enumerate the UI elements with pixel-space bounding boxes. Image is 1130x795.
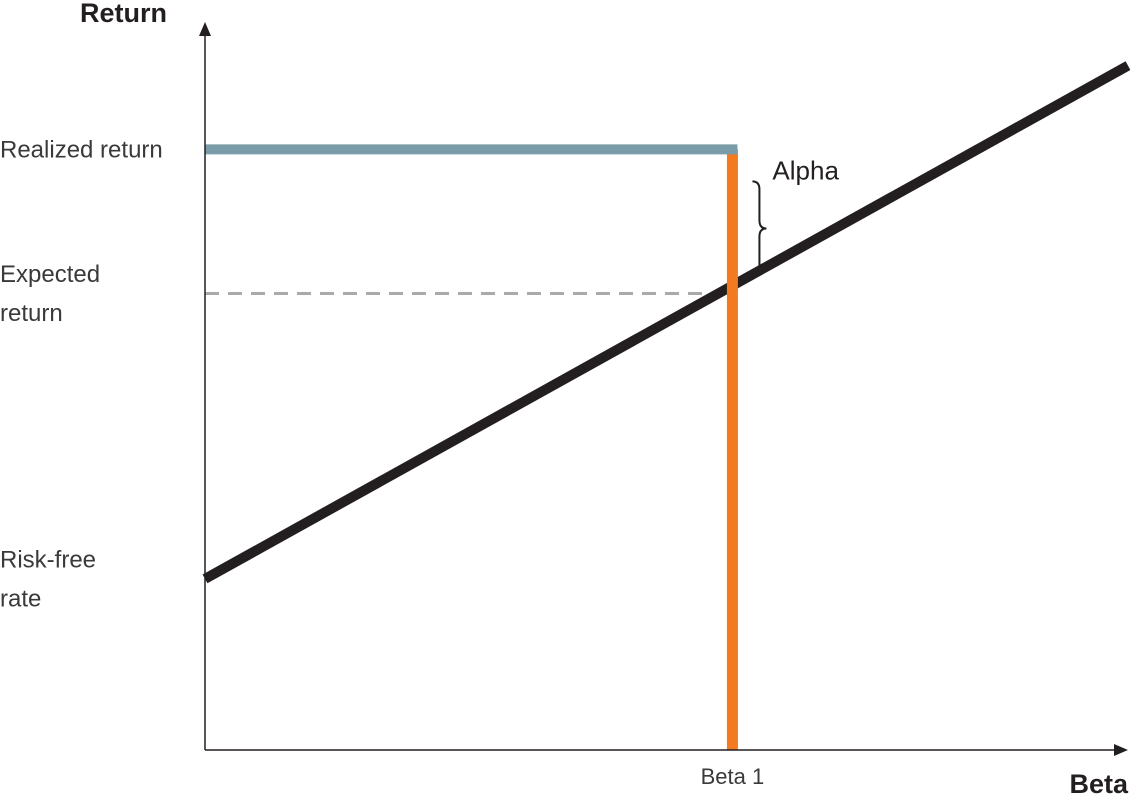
labels-layer: Realized return Expected return Risk-free ra… xyxy=(0,136,764,789)
y-axis-title: Return xyxy=(80,0,167,28)
security-market-line xyxy=(202,61,1130,584)
x-axis-arrow xyxy=(1114,744,1128,756)
y-axis-label: Realized return xyxy=(0,136,163,163)
y-axis-label-line: Realized return xyxy=(0,136,163,163)
alpha-label: Alpha xyxy=(772,155,839,185)
y-axis-label-line: Expected xyxy=(0,261,100,288)
lines-layer xyxy=(202,61,1130,750)
y-axis-label-line: Risk-free xyxy=(0,546,96,573)
alpha-brace-icon xyxy=(752,180,767,277)
y-axis-label-line: return xyxy=(0,300,63,327)
axes-layer xyxy=(199,22,1128,756)
y-axis-label: Risk-free rate xyxy=(0,546,96,612)
y-axis-arrow xyxy=(199,22,211,36)
y-axis-label: Expected return xyxy=(0,261,100,327)
x-axis-title: Beta xyxy=(1069,769,1129,795)
y-axis-label-line: rate xyxy=(0,585,41,612)
x-tick-label: Beta 1 xyxy=(701,764,765,789)
